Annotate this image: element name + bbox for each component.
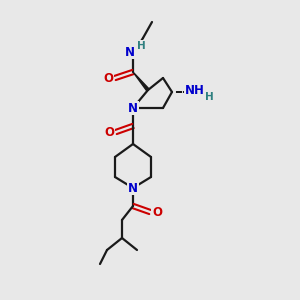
Text: O: O (152, 206, 162, 218)
Text: NH: NH (185, 83, 205, 97)
Text: N: N (125, 46, 135, 59)
Text: N: N (128, 101, 138, 115)
Text: O: O (103, 71, 113, 85)
Text: N: N (128, 182, 138, 194)
Text: H: H (136, 41, 146, 51)
Text: H: H (205, 92, 213, 102)
Text: O: O (104, 125, 114, 139)
Polygon shape (133, 72, 149, 91)
